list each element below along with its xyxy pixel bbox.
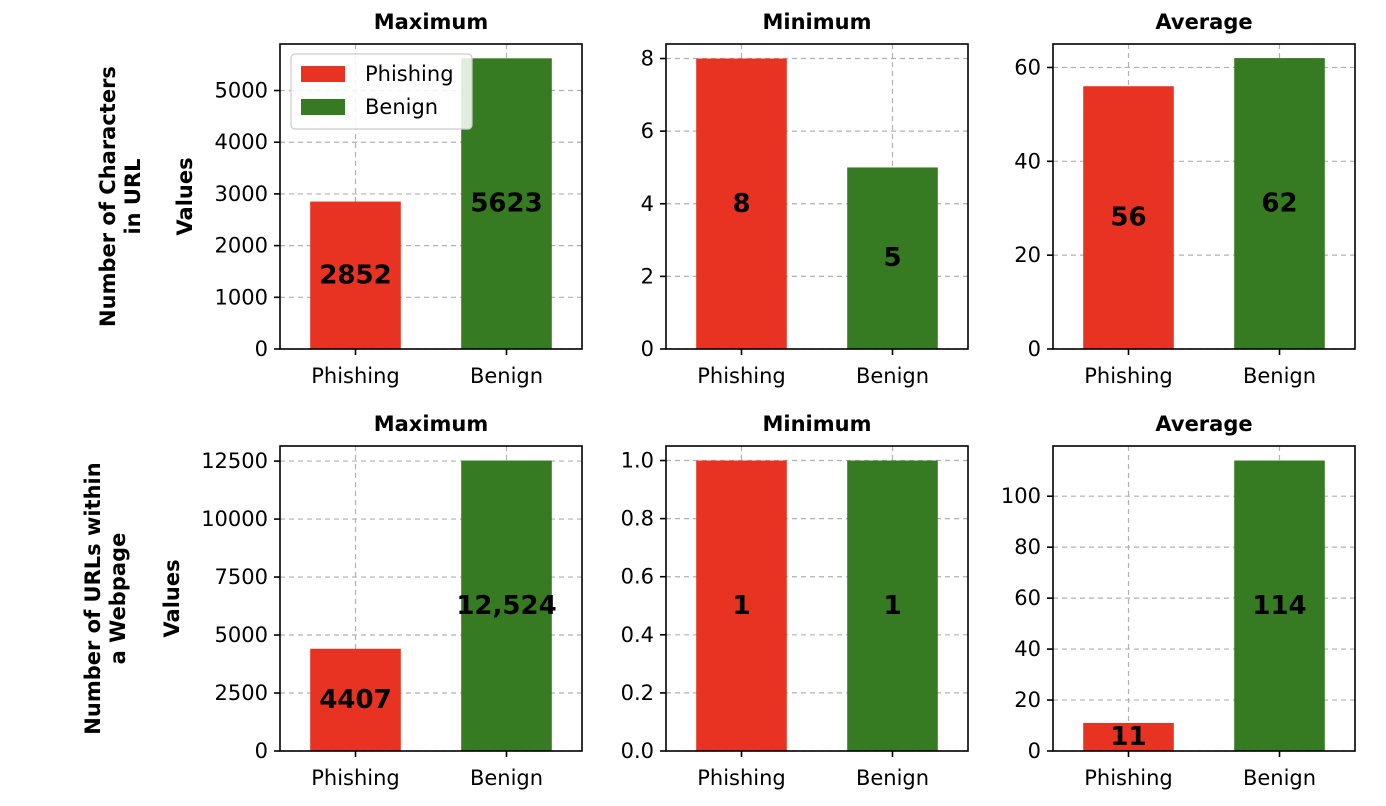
chart-3-ytick-label-2: 40 <box>1014 149 1041 173</box>
chart-4-bar-label-phishing: 4407 <box>319 685 391 715</box>
chart-5-xtick-label-benign: Benign <box>856 766 929 790</box>
chart-4-ytick-label-4: 10000 <box>201 507 268 531</box>
chart-3-ytick-label-3: 60 <box>1014 55 1041 79</box>
chart-4-bar-benign <box>461 460 552 751</box>
chart-2-bar-label-phishing: 8 <box>732 189 750 219</box>
chart-6-ytick-label-0: 0 <box>1028 739 1041 763</box>
chart-4-xtick-label-phishing: Phishing <box>311 766 400 790</box>
chart-3-title: Average <box>1155 10 1252 34</box>
chart-1-row-label-line-1: Number of Characters <box>96 66 120 327</box>
chart-1-xtick-label-benign: Benign <box>470 364 543 388</box>
chart-6-bar-benign <box>1234 460 1325 751</box>
chart-1-title: Maximum <box>374 10 489 34</box>
chart-5-ytick-label-4: 0.8 <box>621 507 654 531</box>
chart-5-bar-label-phishing: 1 <box>732 591 750 621</box>
chart-4-ytick-label-2: 5000 <box>215 623 268 647</box>
chart-5-ytick-label-1: 0.2 <box>621 681 654 705</box>
chart-1-ylabel: Values <box>173 157 197 235</box>
chart-4-xtick-label-benign: Benign <box>470 766 543 790</box>
chart-6-xtick-label-phishing: Phishing <box>1084 766 1173 790</box>
chart-1-ytick-label-2: 2000 <box>215 234 268 258</box>
chart-5-ytick-label-3: 0.6 <box>621 565 654 589</box>
chart-6-ytick-label-2: 40 <box>1014 637 1041 661</box>
chart-2-bar-benign <box>847 167 938 349</box>
chart-5-bar-benign <box>847 460 938 751</box>
chart-5-bar-label-benign: 1 <box>883 591 901 621</box>
chart-1-bar-benign <box>461 58 552 350</box>
chart-2-axes-frame <box>665 43 969 350</box>
chart-3-bar-benign <box>1234 58 1325 349</box>
chart-5-ytick-label-0: 0.0 <box>621 739 654 763</box>
chart-1-legend-label-phishing: Phishing <box>365 62 454 86</box>
chart-1-bar-label-phishing: 2852 <box>319 260 391 290</box>
chart-1-legend-swatch-benign <box>301 99 345 115</box>
chart-6-bar-label-benign: 114 <box>1252 591 1306 621</box>
chart-4-bar-phishing <box>310 648 401 751</box>
chart-1-bar-label-benign: 5623 <box>470 189 542 219</box>
chart-2-ytick-label-1: 2 <box>641 264 654 288</box>
chart-2-ytick-label-2: 4 <box>641 192 654 216</box>
chart-1-ytick-label-0: 0 <box>255 337 268 361</box>
chart-4-ytick-label-5: 12500 <box>201 449 268 473</box>
chart-3-ytick-label-1: 20 <box>1014 243 1041 267</box>
chart-3-ytick-label-0: 0 <box>1028 337 1041 361</box>
chart-4-axes-frame <box>279 445 583 752</box>
chart-5-ytick-label-5: 1.0 <box>621 449 654 473</box>
chart-1-ytick-label-3: 3000 <box>215 182 268 206</box>
chart-3-bar-phishing <box>1083 86 1174 349</box>
chart-5-xtick-label-phishing: Phishing <box>697 766 786 790</box>
chart-2-ytick-label-4: 8 <box>641 47 654 71</box>
chart-1-bar-phishing <box>310 201 401 349</box>
chart-1-row-label-line-2: in URL <box>121 158 145 234</box>
chart-5-bar-phishing <box>696 460 787 751</box>
chart-3-xtick-label-benign: Benign <box>1243 364 1316 388</box>
chart-4-title: Maximum <box>374 412 489 436</box>
chart-2-bar-label-benign: 5 <box>883 243 901 273</box>
chart-2-ytick-label-0: 0 <box>641 337 654 361</box>
chart-4-row-label-line-1: Number of URLs within <box>81 462 105 734</box>
chart-2-ytick-label-3: 6 <box>641 119 654 143</box>
chart-6-ytick-label-4: 80 <box>1014 535 1041 559</box>
chart-1-xtick-label-phishing: Phishing <box>311 364 400 388</box>
chart-3-bar-label-phishing: 56 <box>1110 203 1146 233</box>
chart-4-bar-label-benign: 12,524 <box>456 591 556 621</box>
chart-4-row-label-line-2: a Webpage <box>106 533 130 665</box>
chart-1-legend-label-benign: Benign <box>365 95 438 119</box>
chart-1-row-label: Number of Charactersin URL <box>96 66 145 327</box>
chart-5-title: Minimum <box>763 412 872 436</box>
chart-3-axes-frame <box>1052 43 1356 350</box>
chart-5-axes-frame <box>665 445 969 752</box>
chart-2-title: Minimum <box>763 10 872 34</box>
chart-4-ytick-label-0: 0 <box>255 739 268 763</box>
chart-5-ytick-label-2: 0.4 <box>621 623 654 647</box>
chart-4-ytick-label-3: 7500 <box>215 565 268 589</box>
chart-1-axes-frame <box>279 43 583 350</box>
chart-1-ytick-label-5: 5000 <box>215 79 268 103</box>
chart-3-xtick-label-phishing: Phishing <box>1084 364 1173 388</box>
chart-1-ytick-label-1: 1000 <box>215 285 268 309</box>
chart-6-ytick-label-5: 100 <box>1001 484 1041 508</box>
chart-2-bar-phishing <box>696 58 787 350</box>
chart-3-bar-label-benign: 62 <box>1261 189 1297 219</box>
chart-1-ytick-label-4: 4000 <box>215 130 268 154</box>
chart-2-xtick-label-phishing: Phishing <box>697 364 786 388</box>
chart-4-ytick-label-1: 2500 <box>215 681 268 705</box>
chart-6-ytick-label-1: 20 <box>1014 688 1041 712</box>
chart-1-legend-swatch-phishing <box>301 66 345 82</box>
chart-6-xtick-label-benign: Benign <box>1243 766 1316 790</box>
chart-6-ytick-label-3: 60 <box>1014 586 1041 610</box>
chart-4-ylabel: Values <box>160 559 184 637</box>
chart-6-title: Average <box>1155 412 1252 436</box>
chart-4-row-label: Number of URLs withina Webpage <box>81 462 130 734</box>
chart-2-xtick-label-benign: Benign <box>856 364 929 388</box>
chart-6-bar-label-phishing: 11 <box>1110 722 1146 752</box>
chart-6-bar-phishing <box>1083 722 1174 751</box>
